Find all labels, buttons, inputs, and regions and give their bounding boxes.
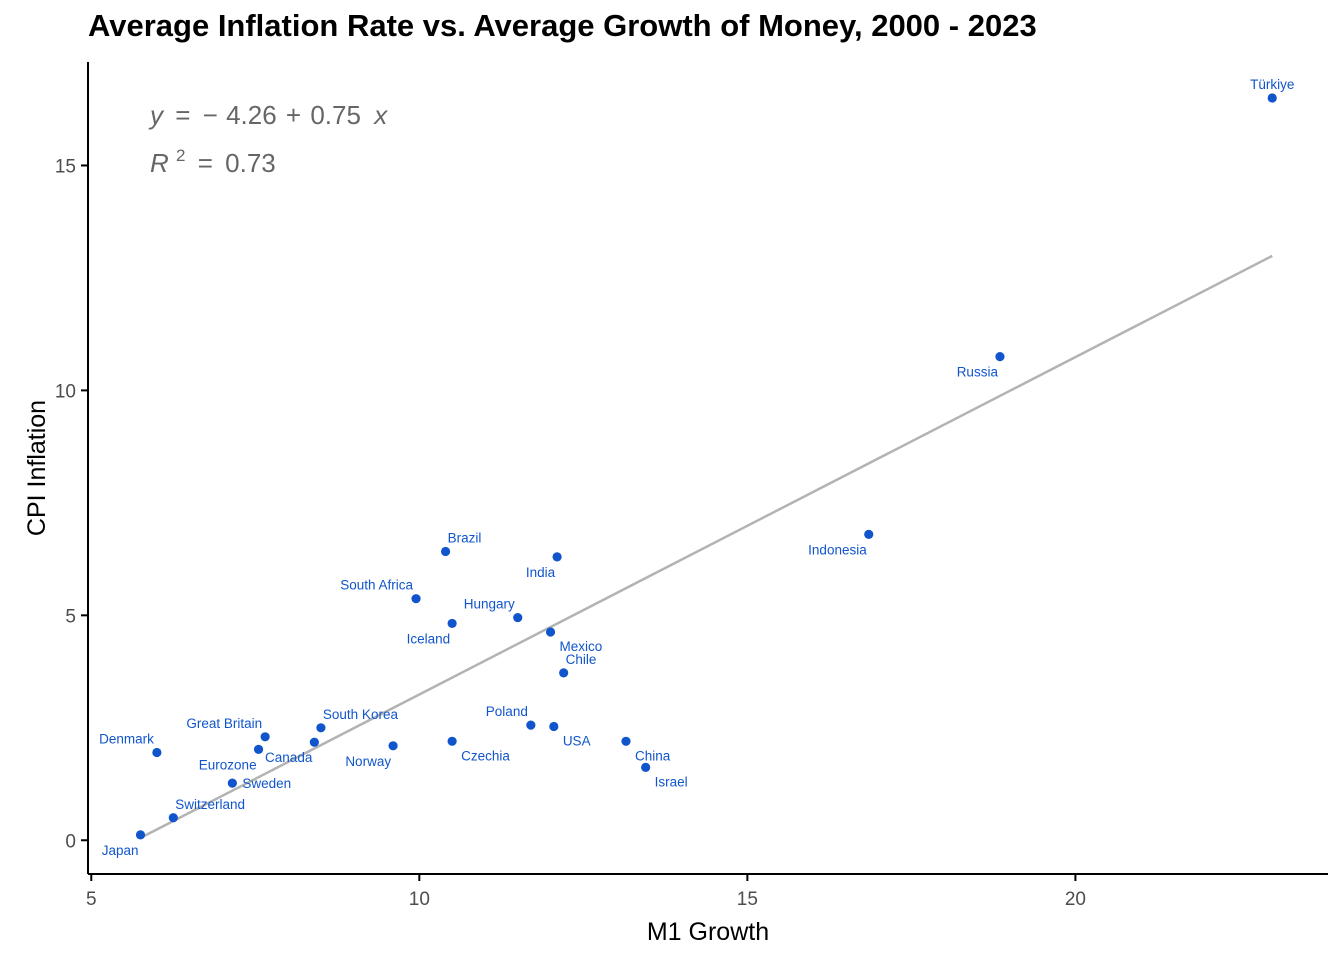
point-label: Türkiye bbox=[1250, 77, 1294, 92]
y-tick-label: 5 bbox=[65, 606, 76, 627]
data-point bbox=[388, 741, 398, 751]
eq-r-equals: = bbox=[198, 148, 213, 178]
data-point bbox=[309, 737, 319, 747]
data-point bbox=[135, 830, 146, 840]
data-point bbox=[1267, 93, 1277, 103]
x-axis-title: M1 Growth bbox=[647, 918, 769, 946]
regression-equation: y = − 4.26 + 0.75 x R 2 = 0.73 bbox=[148, 100, 388, 178]
eq-r-symbol: R bbox=[150, 148, 169, 178]
point-label: Chile bbox=[566, 652, 597, 667]
point-label: Japan bbox=[102, 843, 139, 858]
data-point bbox=[513, 612, 523, 623]
point-label: Indonesia bbox=[808, 542, 867, 557]
y-tick-label: 15 bbox=[55, 156, 76, 177]
data-point bbox=[545, 627, 556, 637]
point-label: Sweden bbox=[242, 776, 291, 791]
data-point bbox=[447, 736, 457, 746]
data-point bbox=[641, 762, 651, 772]
point-label: India bbox=[526, 565, 556, 580]
point-label: Switzerland bbox=[175, 797, 245, 812]
eq-plus: + bbox=[286, 100, 301, 130]
data-point bbox=[440, 546, 451, 557]
data-point bbox=[168, 813, 178, 823]
point-label: Mexico bbox=[560, 639, 603, 654]
point-label: Poland bbox=[486, 704, 528, 719]
point-label: Hungary bbox=[464, 597, 515, 612]
x-tick-label: 10 bbox=[409, 889, 430, 910]
y-axis-title: CPI Inflation bbox=[23, 400, 51, 536]
point-label: South Africa bbox=[340, 578, 413, 593]
point-label: Denmark bbox=[99, 732, 154, 747]
point-label: Iceland bbox=[407, 631, 451, 646]
data-point bbox=[411, 594, 421, 604]
data-point bbox=[621, 736, 631, 746]
data-point bbox=[995, 352, 1005, 362]
regression-line bbox=[139, 254, 1273, 840]
data-point bbox=[253, 744, 264, 754]
eq-r-value: 0.73 bbox=[225, 148, 276, 178]
point-label: USA bbox=[563, 733, 591, 748]
point-label: China bbox=[635, 748, 671, 763]
x-tick-label: 5 bbox=[86, 889, 97, 910]
equation-line: y = − 4.26 + 0.75 x bbox=[148, 100, 388, 130]
x-axis-ticks: 5 10 15 20 bbox=[86, 874, 1086, 910]
point-label: Russia bbox=[957, 365, 999, 380]
data-point bbox=[316, 723, 326, 733]
point-label: South Korea bbox=[323, 707, 399, 722]
data-point bbox=[152, 747, 162, 758]
data-point bbox=[526, 720, 536, 730]
axes-layer: 5 10 15 20 0 5 10 15 bbox=[55, 62, 1328, 910]
data-point bbox=[447, 618, 457, 629]
data-point bbox=[559, 668, 569, 678]
chart-title: Average Inflation Rate vs. Average Growt… bbox=[88, 8, 1037, 43]
eq-minus: − bbox=[203, 100, 218, 130]
fit-layer bbox=[139, 254, 1273, 840]
point-label: Czechia bbox=[461, 748, 510, 763]
eq-x-symbol: x bbox=[372, 100, 388, 130]
eq-intercept: 4.26 bbox=[226, 100, 277, 130]
point-label: Canada bbox=[265, 750, 313, 765]
point-label: Brazil bbox=[448, 530, 482, 545]
data-point bbox=[864, 529, 874, 539]
point-label: Eurozone bbox=[199, 757, 257, 772]
y-tick-label: 0 bbox=[65, 831, 76, 852]
data-point bbox=[549, 721, 559, 732]
points-layer: Türkiye Russia Indonesia Brazil India South A… bbox=[99, 77, 1294, 858]
y-tick-label: 10 bbox=[55, 381, 76, 402]
data-point bbox=[227, 778, 237, 788]
data-point bbox=[260, 732, 270, 742]
eq-equals: = bbox=[175, 100, 190, 130]
point-label: Israel bbox=[655, 774, 688, 789]
y-axis-ticks: 0 5 10 15 bbox=[55, 156, 88, 852]
x-tick-label: 20 bbox=[1065, 889, 1086, 910]
eq-slope: 0.75 bbox=[310, 100, 361, 130]
eq-y-symbol: y bbox=[148, 100, 165, 130]
r-squared-line: R 2 = 0.73 bbox=[150, 137, 276, 178]
point-label: Great Britain bbox=[186, 716, 262, 731]
data-point bbox=[552, 552, 562, 562]
point-label: Norway bbox=[345, 754, 391, 769]
eq-r-superscript: 2 bbox=[176, 146, 185, 165]
x-tick-label: 15 bbox=[737, 889, 758, 910]
